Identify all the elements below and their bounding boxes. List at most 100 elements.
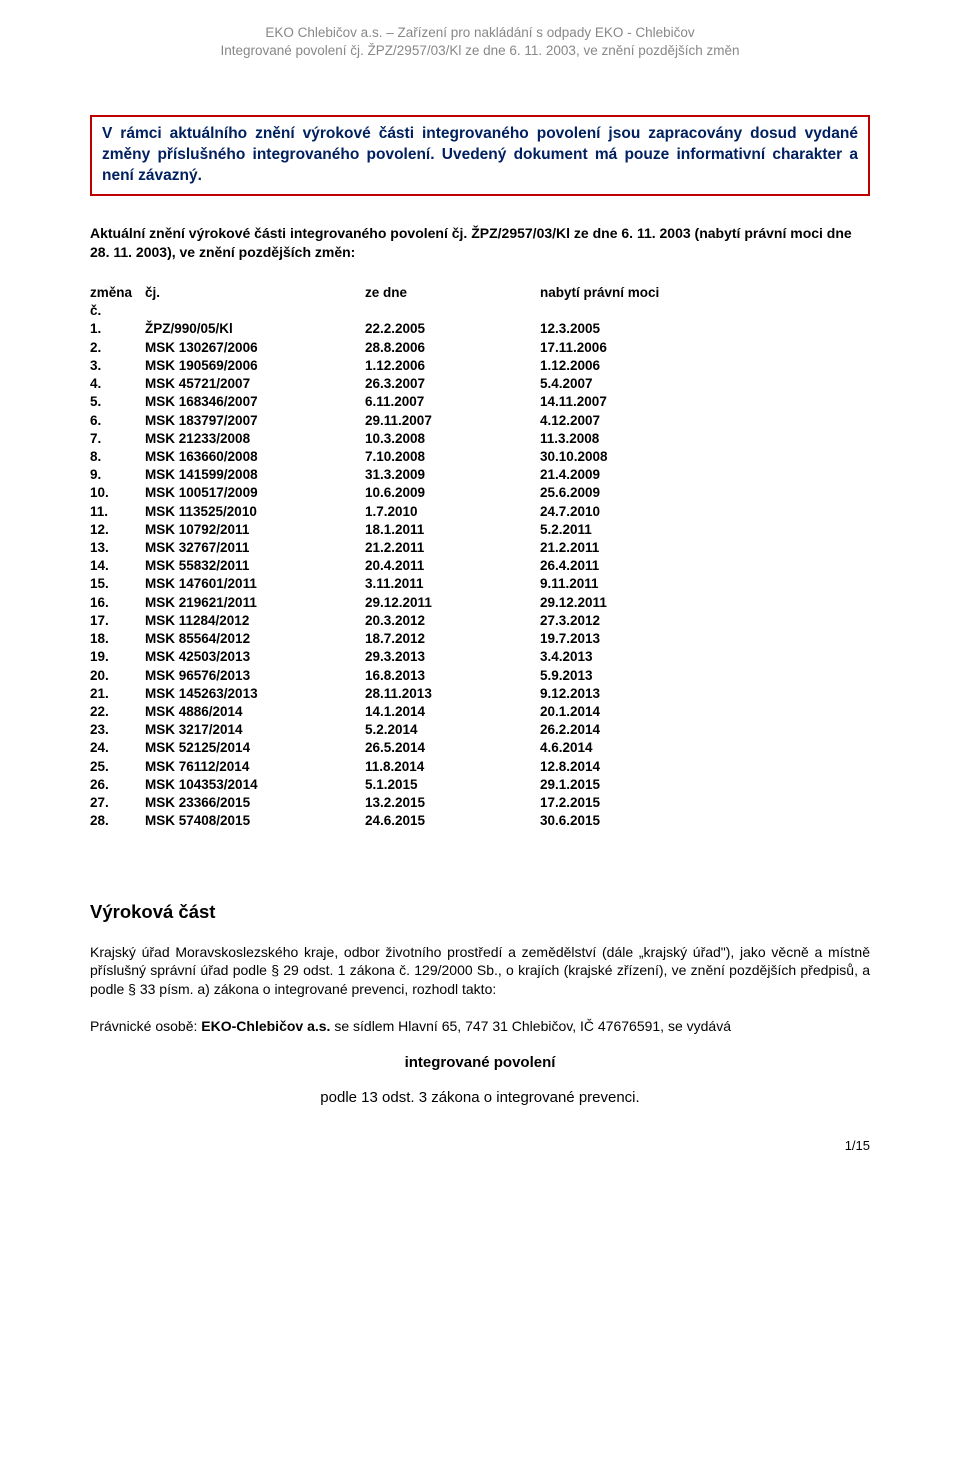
issue-line-company: EKO-Chlebičov a.s. [201,1018,330,1034]
cell-date: 1.12.2006 [365,357,540,375]
cell-idx: 3. [90,357,145,375]
cell-np: 12.3.2005 [540,320,659,338]
cell-np: 3.4.2013 [540,648,659,666]
notice-box: V rámci aktuálního znění výrokové části … [90,115,870,196]
cell-np: 19.7.2013 [540,630,659,648]
cell-cj: MSK 3217/2014 [145,721,365,739]
table-row: 27.MSK 23366/201513.2.201517.2.2015 [90,794,659,812]
cell-date: 20.4.2011 [365,557,540,575]
cell-idx: 9. [90,466,145,484]
cell-idx: 16. [90,594,145,612]
cell-idx: 14. [90,557,145,575]
cell-date: 16.8.2013 [365,667,540,685]
cell-np: 17.2.2015 [540,794,659,812]
issue-line-pre: Právnické osobě: [90,1018,201,1034]
cell-np: 5.2.2011 [540,521,659,539]
table-row: 16.MSK 219621/201129.12.201129.12.2011 [90,594,659,612]
cell-idx: 4. [90,375,145,393]
table-row: 2.MSK 130267/200628.8.200617.11.2006 [90,339,659,357]
cell-date: 11.8.2014 [365,758,540,776]
cell-np: 26.2.2014 [540,721,659,739]
changes-table: změna č. čj. ze dne nabytí právní moci 1… [90,284,870,831]
cell-cj: MSK 52125/2014 [145,739,365,757]
cell-date: 5.2.2014 [365,721,540,739]
cell-idx: 27. [90,794,145,812]
cell-date: 29.11.2007 [365,412,540,430]
table-row: 10.MSK 100517/200910.6.200925.6.2009 [90,484,659,502]
cell-np: 27.3.2012 [540,612,659,630]
cell-cj: MSK 163660/2008 [145,448,365,466]
cell-np: 1.12.2006 [540,357,659,375]
cell-date: 20.3.2012 [365,612,540,630]
cell-cj: MSK 32767/2011 [145,539,365,557]
cell-cj: MSK 168346/2007 [145,393,365,411]
cell-cj: MSK 45721/2007 [145,375,365,393]
table-row: 1.ŽPZ/990/05/Kl22.2.200512.3.2005 [90,320,659,338]
table-row: 14.MSK 55832/201120.4.201126.4.2011 [90,557,659,575]
issue-line-post: se sídlem Hlavní 65, 747 31 Chlebičov, I… [330,1018,731,1034]
th-idx: změna č. [90,284,145,320]
cell-idx: 24. [90,739,145,757]
cell-idx: 13. [90,539,145,557]
cell-date: 10.3.2008 [365,430,540,448]
cell-cj: MSK 147601/2011 [145,575,365,593]
table-row: 26.MSK 104353/20145.1.201529.1.2015 [90,776,659,794]
cell-np: 21.4.2009 [540,466,659,484]
cell-idx: 11. [90,503,145,521]
cell-date: 18.7.2012 [365,630,540,648]
cell-date: 22.2.2005 [365,320,540,338]
cell-date: 10.6.2009 [365,484,540,502]
table-row: 13.MSK 32767/201121.2.201121.2.2011 [90,539,659,557]
cell-date: 3.11.2011 [365,575,540,593]
cell-np: 17.11.2006 [540,339,659,357]
cell-np: 12.8.2014 [540,758,659,776]
table-row: 17.MSK 11284/201220.3.201227.3.2012 [90,612,659,630]
table-row: 7.MSK 21233/200810.3.200811.3.2008 [90,430,659,448]
cell-date: 7.10.2008 [365,448,540,466]
cell-cj: MSK 23366/2015 [145,794,365,812]
cell-idx: 1. [90,320,145,338]
cell-date: 31.3.2009 [365,466,540,484]
table-row: 15.MSK 147601/20113.11.20119.11.2011 [90,575,659,593]
cell-date: 13.2.2015 [365,794,540,812]
cell-np: 4.6.2014 [540,739,659,757]
cell-idx: 18. [90,630,145,648]
cell-cj: MSK 21233/2008 [145,430,365,448]
cell-cj: MSK 183797/2007 [145,412,365,430]
cell-cj: MSK 55832/2011 [145,557,365,575]
cell-idx: 19. [90,648,145,666]
cell-idx: 10. [90,484,145,502]
cell-idx: 7. [90,430,145,448]
cell-date: 26.5.2014 [365,739,540,757]
issue-line: Právnické osobě: EKO-Chlebičov a.s. se s… [90,1017,870,1036]
cell-idx: 21. [90,685,145,703]
cell-np: 24.7.2010 [540,503,659,521]
cell-date: 5.1.2015 [365,776,540,794]
table-row: 20.MSK 96576/201316.8.20135.9.2013 [90,667,659,685]
cell-date: 29.12.2011 [365,594,540,612]
cell-cj: MSK 141599/2008 [145,466,365,484]
cell-np: 9.12.2013 [540,685,659,703]
table-row: 22.MSK 4886/201414.1.201420.1.2014 [90,703,659,721]
cell-np: 20.1.2014 [540,703,659,721]
cell-cj: MSK 96576/2013 [145,667,365,685]
cell-idx: 26. [90,776,145,794]
cell-np: 11.3.2008 [540,430,659,448]
cell-np: 25.6.2009 [540,484,659,502]
cell-idx: 28. [90,812,145,830]
th-date: ze dne [365,284,540,320]
cell-date: 21.2.2011 [365,539,540,557]
cell-idx: 8. [90,448,145,466]
cell-date: 1.7.2010 [365,503,540,521]
cell-idx: 2. [90,339,145,357]
cell-cj: MSK 130267/2006 [145,339,365,357]
table-row: 21.MSK 145263/201328.11.20139.12.2013 [90,685,659,703]
cell-cj: MSK 10792/2011 [145,521,365,539]
cell-cj: MSK 11284/2012 [145,612,365,630]
section-title: Výroková část [90,901,870,923]
table-row: 5.MSK 168346/20076.11.200714.11.2007 [90,393,659,411]
centered-sub: podle 13 odst. 3 zákona o integrované pr… [90,1089,870,1106]
table-row: 11.MSK 113525/20101.7.201024.7.2010 [90,503,659,521]
cell-date: 26.3.2007 [365,375,540,393]
table-row: 25.MSK 76112/201411.8.201412.8.2014 [90,758,659,776]
